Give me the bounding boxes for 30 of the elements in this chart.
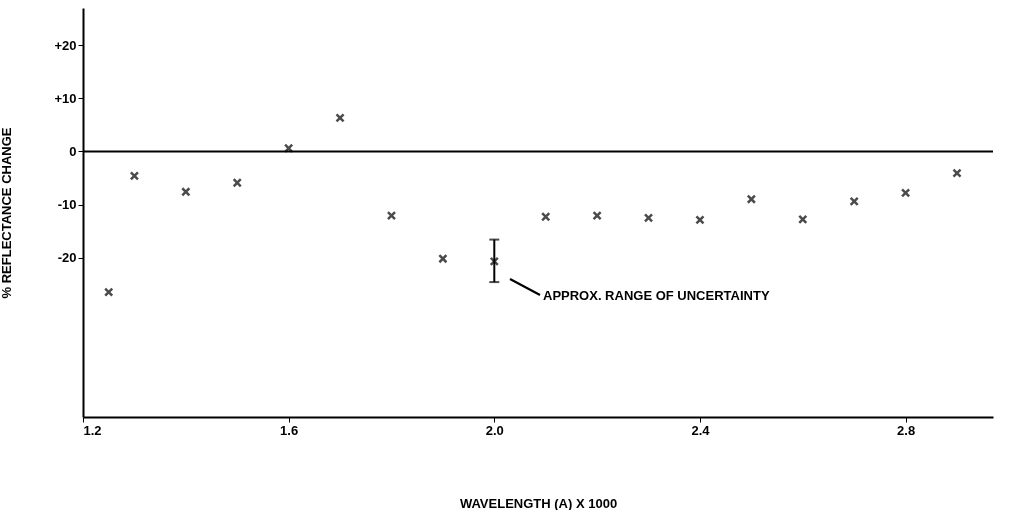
point [181, 187, 191, 197]
point [849, 196, 859, 207]
point [489, 256, 500, 267]
y-tick-label: -10 [57, 197, 77, 213]
x-axis-title: WAVELENGTH (A) X 1000 [459, 495, 618, 511]
y-tick-label: +10 [54, 90, 77, 106]
point [643, 213, 654, 223]
x-tick-label: 1.2 [83, 422, 102, 438]
point [129, 171, 140, 181]
point [335, 113, 345, 123]
point [232, 177, 243, 188]
y-tick-label: +20 [54, 37, 77, 53]
x-tick-label: 2.0 [485, 422, 504, 438]
point [103, 287, 114, 297]
x-tick-label: 2.4 [691, 422, 711, 438]
point [952, 168, 962, 178]
point [540, 211, 551, 222]
x-tick-label: 2.8 [897, 422, 916, 438]
point [592, 210, 602, 221]
point [695, 215, 705, 225]
y-tick-label: -20 [57, 250, 77, 266]
x-tick-label: 1.6 [280, 422, 299, 438]
y-tick-label: 0 [69, 143, 77, 159]
point [746, 194, 757, 205]
point [386, 210, 397, 221]
y-axis-title: % REFLECTANCE CHANGE [0, 127, 15, 299]
point [797, 214, 808, 225]
point [900, 188, 911, 198]
annotation: APPROX. RANGE OF UNCERTAINTY [543, 288, 770, 303]
point [438, 253, 448, 264]
